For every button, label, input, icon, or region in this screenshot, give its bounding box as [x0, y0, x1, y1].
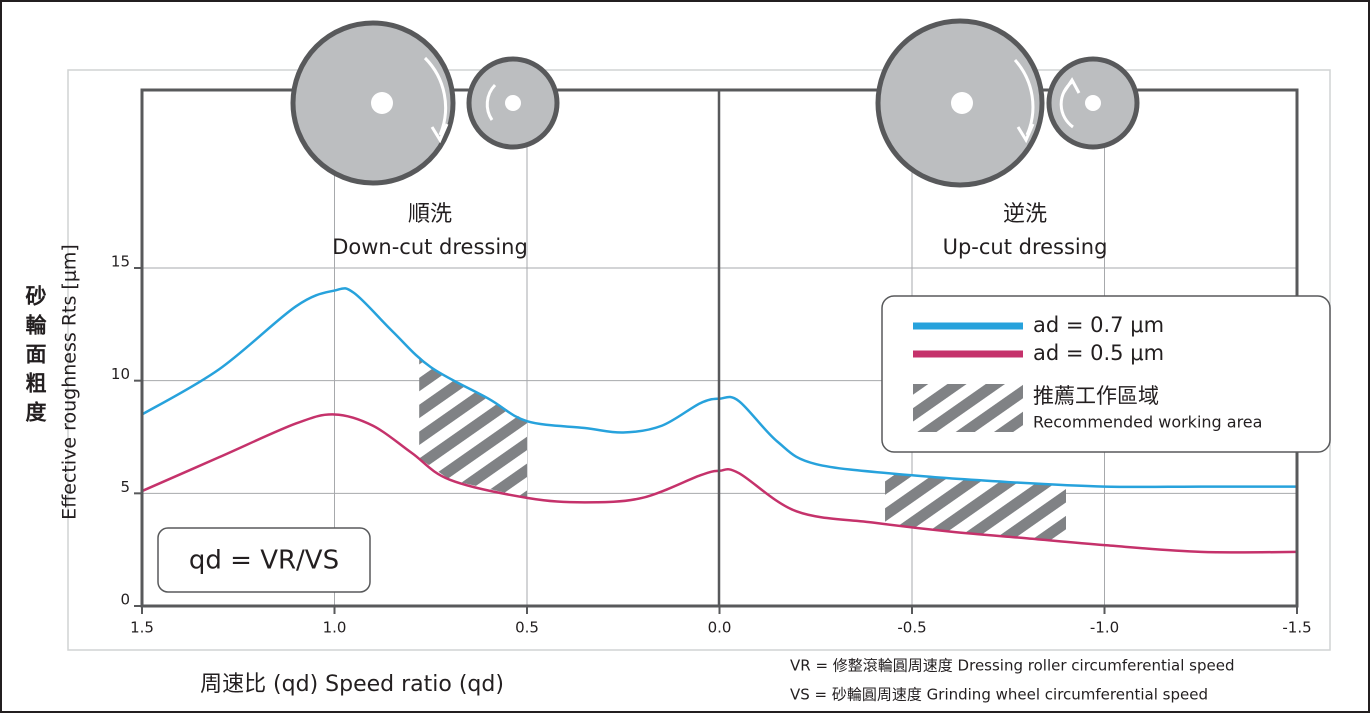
x-tick-label: 0.5	[515, 619, 539, 637]
annotation-subtitle: Down-cut dressing	[332, 235, 528, 259]
note: VR = 修整滾輪圓周速度 Dressing roller circumfere…	[790, 657, 1234, 675]
series-line	[141, 287, 1297, 489]
y-axis-label-zh: 砂輪面粗度	[23, 285, 47, 430]
wheels-up-cut	[875, 18, 1140, 188]
x-tick-label: -1.0	[1090, 619, 1119, 637]
x-tick-label: 1.0	[323, 619, 347, 637]
y-tick-label: 0	[120, 591, 130, 609]
legend: ad = 0.7 μm ad = 0.5 μm	[913, 313, 1164, 365]
y-tick-label: 15	[111, 253, 130, 271]
y-tick-label: 5	[120, 478, 130, 496]
annotation-title: 順洗	[408, 202, 452, 227]
annotation-subtitle: Up-cut dressing	[943, 235, 1108, 259]
note: VS = 砂輪圓周速度 Grinding wheel circumferenti…	[790, 686, 1208, 704]
y-tick-label: 10	[111, 365, 130, 383]
legend-label: ad = 0.5 μm	[1033, 341, 1164, 365]
annotation-title: 逆洗	[1003, 202, 1047, 227]
x-axis-label: 周速比 (qd) Speed ratio (qd)	[200, 672, 504, 697]
x-tick-label: 1.5	[130, 619, 154, 637]
recommended-area	[885, 472, 1066, 542]
x-tick-label: -0.5	[897, 619, 926, 637]
recommended-area	[419, 356, 527, 498]
x-tick-label: 0.0	[708, 619, 732, 637]
formula: qd = VR/VS	[189, 546, 339, 576]
wheels-down-cut	[290, 20, 560, 186]
legend-label: ad = 0.7 μm	[1033, 313, 1164, 337]
y-axis-label: Effective roughness Rts [μm]	[59, 244, 81, 520]
legend-hatch	[913, 384, 1023, 432]
series-line	[141, 413, 1298, 554]
x-tick-label: -1.5	[1282, 619, 1311, 637]
legend-label: Recommended working area	[1033, 413, 1262, 432]
legend-label: 推薦工作區域	[1033, 384, 1159, 408]
formula-box	[157, 527, 371, 593]
